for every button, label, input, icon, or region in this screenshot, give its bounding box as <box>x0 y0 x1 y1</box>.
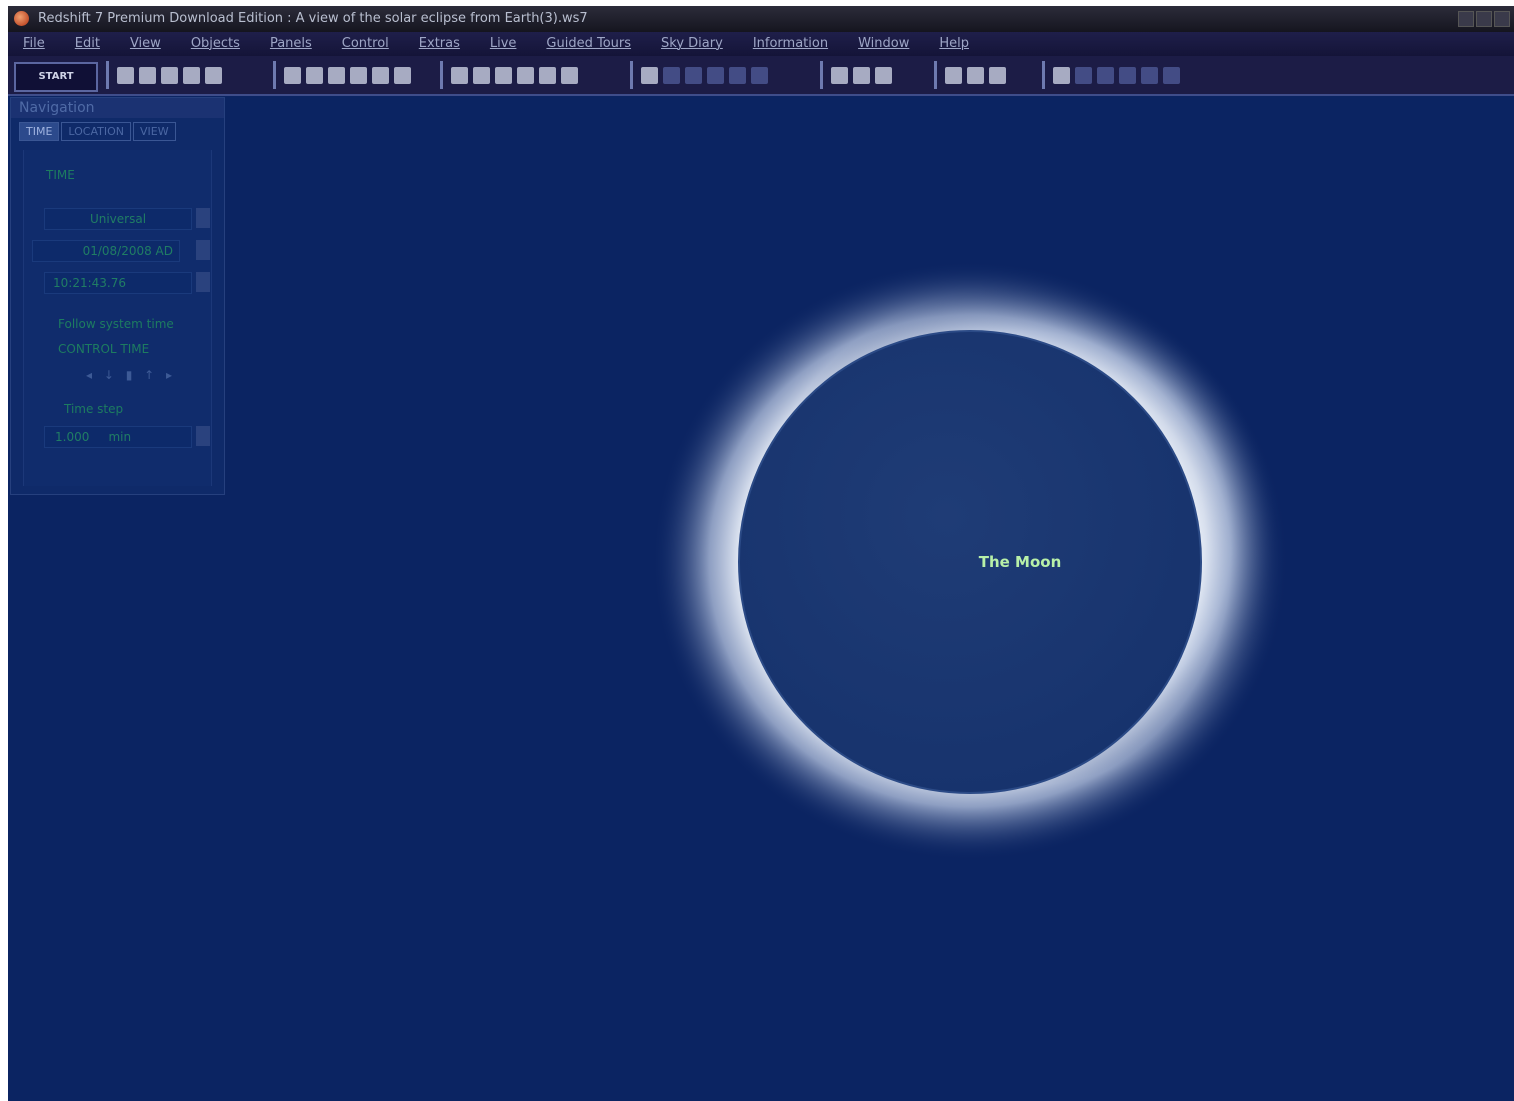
menu-item[interactable]: Edit <box>60 32 115 56</box>
toolbar-group <box>1042 61 1188 89</box>
toolbar-button[interactable] <box>1163 67 1180 84</box>
moon[interactable] <box>739 331 1201 793</box>
menu-item[interactable]: View <box>115 32 176 56</box>
step-label: Time step <box>64 402 123 416</box>
object-label[interactable]: The Moon <box>979 553 1062 571</box>
toolbar-button[interactable] <box>350 67 367 84</box>
close-button[interactable] <box>1494 11 1510 27</box>
toolbar-button[interactable] <box>495 67 512 84</box>
sky-view: The Moon <box>8 96 1514 1101</box>
menu-item[interactable]: Extras <box>404 32 475 56</box>
step-field[interactable]: 1.000 min <box>44 426 192 448</box>
toolbar-button[interactable] <box>183 67 200 84</box>
toolbar-button[interactable] <box>1141 67 1158 84</box>
time-controls[interactable]: ◂ ↓ ▮ ↑ ▸ <box>86 368 176 382</box>
toolbar-button[interactable] <box>284 67 301 84</box>
window-title: Redshift 7 Premium Download Edition : A … <box>38 6 588 32</box>
toolbar-group <box>820 61 900 89</box>
time-zone-select[interactable]: Universal <box>44 208 192 230</box>
toolbar-button[interactable] <box>729 67 746 84</box>
title-bar: Redshift 7 Premium Download Edition : A … <box>8 6 1514 32</box>
tab[interactable]: LOCATION <box>61 122 131 141</box>
panel-title: Navigation <box>11 98 224 118</box>
toolbar-button[interactable] <box>663 67 680 84</box>
section-label: TIME <box>46 168 75 182</box>
app-icon <box>14 11 29 26</box>
toolbar-button[interactable] <box>641 67 658 84</box>
menu-item[interactable]: Panels <box>255 32 327 56</box>
toolbar-button[interactable] <box>831 67 848 84</box>
toolbar-button[interactable] <box>117 67 134 84</box>
start-button[interactable]: START <box>14 62 98 92</box>
minimize-button[interactable] <box>1458 11 1474 27</box>
menu-item[interactable]: Live <box>475 32 532 56</box>
maximize-button[interactable] <box>1476 11 1492 27</box>
toolbar-button[interactable] <box>328 67 345 84</box>
toolbar-button[interactable] <box>1097 67 1114 84</box>
toolbar-button[interactable] <box>473 67 490 84</box>
toolbar-button[interactable] <box>707 67 724 84</box>
time-field[interactable]: 10:21:43.76 <box>44 272 192 294</box>
toolbar-button[interactable] <box>205 67 222 84</box>
menu-item[interactable]: Sky Diary <box>646 32 738 56</box>
checkbox-label[interactable]: Follow system time <box>58 317 174 331</box>
dropdown-button[interactable] <box>196 208 210 228</box>
toolbar-group <box>440 61 586 89</box>
toolbar-button[interactable] <box>451 67 468 84</box>
menu-item[interactable]: Control <box>327 32 404 56</box>
menu-item[interactable]: Window <box>843 32 924 56</box>
toolbar-button[interactable] <box>989 67 1006 84</box>
section-label: CONTROL TIME <box>58 342 149 356</box>
toolbar-button[interactable] <box>561 67 578 84</box>
step-value: 1.000 <box>55 430 89 444</box>
spin-button[interactable] <box>196 426 210 446</box>
toolbar-button[interactable] <box>1053 67 1070 84</box>
window-controls <box>1458 11 1510 27</box>
toolbar: START <box>8 56 1514 96</box>
toolbar-button[interactable] <box>751 67 768 84</box>
step-unit: min <box>108 430 131 444</box>
spin-button[interactable] <box>196 240 210 260</box>
toolbar-group <box>273 61 419 89</box>
menu-item[interactable]: Guided Tours <box>531 32 646 56</box>
toolbar-button[interactable] <box>1119 67 1136 84</box>
app-window: Redshift 7 Premium Download Edition : A … <box>8 6 1514 1101</box>
toolbar-button[interactable] <box>394 67 411 84</box>
toolbar-button[interactable] <box>945 67 962 84</box>
menu-item[interactable]: File <box>8 32 60 56</box>
menu-item[interactable]: Help <box>924 32 984 56</box>
toolbar-button[interactable] <box>517 67 534 84</box>
toolbar-button[interactable] <box>875 67 892 84</box>
toolbar-group <box>934 61 1014 89</box>
menu-item[interactable]: Objects <box>176 32 255 56</box>
toolbar-button[interactable] <box>306 67 323 84</box>
panel-body: TIME Universal 01/08/2008 AD 10:21:43.76… <box>23 150 212 486</box>
toolbar-button[interactable] <box>539 67 556 84</box>
toolbar-group <box>630 61 776 89</box>
tab[interactable]: TIME <box>19 122 59 141</box>
toolbar-button[interactable] <box>372 67 389 84</box>
tab[interactable]: VIEW <box>133 122 176 141</box>
toolbar-button[interactable] <box>139 67 156 84</box>
menu-item[interactable]: Information <box>738 32 843 56</box>
toolbar-group <box>106 61 230 89</box>
toolbar-button[interactable] <box>685 67 702 84</box>
spin-button[interactable] <box>196 272 210 292</box>
toolbar-button[interactable] <box>853 67 870 84</box>
toolbar-button[interactable] <box>1075 67 1092 84</box>
date-field[interactable]: 01/08/2008 AD <box>32 240 180 262</box>
toolbar-button[interactable] <box>967 67 984 84</box>
toolbar-button[interactable] <box>161 67 178 84</box>
